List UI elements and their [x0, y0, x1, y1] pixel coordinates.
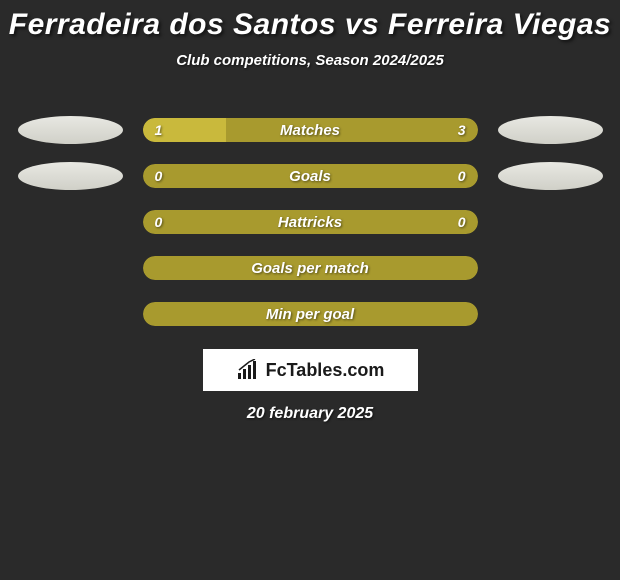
stat-value-right: 3	[458, 122, 466, 138]
stat-rows: 1 Matches 3 0 Goals 0 0 Hattricks 0	[0, 107, 620, 337]
stat-bar-goals: 0 Goals 0	[143, 164, 478, 188]
stat-bar-hattricks: 0 Hattricks 0	[143, 210, 478, 234]
stat-value-left: 0	[155, 214, 163, 230]
chart-icon	[236, 359, 262, 381]
stat-label: Goals per match	[251, 260, 369, 277]
stat-row: Goals per match	[0, 245, 620, 291]
stat-row: Min per goal	[0, 291, 620, 337]
stat-bar-matches: 1 Matches 3	[143, 118, 478, 142]
stat-value-left: 0	[155, 168, 163, 184]
stat-label: Goals	[289, 168, 331, 185]
date-label: 20 february 2025	[0, 405, 620, 423]
subtitle: Club competitions, Season 2024/2025	[0, 52, 620, 69]
stat-label: Matches	[280, 122, 340, 139]
stat-value-right: 0	[458, 168, 466, 184]
player-badge-left	[18, 162, 123, 190]
stat-label: Hattricks	[278, 214, 342, 231]
player-badge-right	[498, 162, 603, 190]
player-badge-left	[18, 116, 123, 144]
stat-row: 1 Matches 3	[0, 107, 620, 153]
brand-logo: FcTables.com	[203, 349, 418, 391]
stat-value-right: 0	[458, 214, 466, 230]
stat-row: 0 Hattricks 0	[0, 199, 620, 245]
stat-label: Min per goal	[266, 306, 354, 323]
stat-row: 0 Goals 0	[0, 153, 620, 199]
brand-text: FcTables.com	[266, 360, 385, 381]
player-badge-right	[498, 116, 603, 144]
stat-bar-gpm: Goals per match	[143, 256, 478, 280]
page-title: Ferradeira dos Santos vs Ferreira Viegas	[0, 8, 620, 42]
stat-value-left: 1	[155, 122, 163, 138]
stat-bar-mpg: Min per goal	[143, 302, 478, 326]
stats-card: Ferradeira dos Santos vs Ferreira Viegas…	[0, 0, 620, 423]
